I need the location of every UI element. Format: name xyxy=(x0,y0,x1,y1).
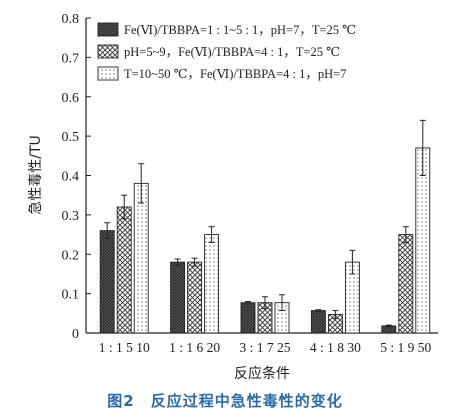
error-bar xyxy=(332,310,339,319)
x-tick-label: 1 : 1 6 20 xyxy=(169,340,220,355)
error-bar xyxy=(245,301,251,305)
y-tick-label: 0.7 xyxy=(62,51,80,66)
x-tick-label: 4 : 1 8 30 xyxy=(310,340,361,355)
bar xyxy=(240,302,256,334)
y-tick-label: 0 xyxy=(72,327,79,342)
y-tick-label: 0.1 xyxy=(62,288,80,303)
bar xyxy=(187,261,203,334)
error-bar xyxy=(315,309,322,312)
y-tick-label: 0.5 xyxy=(62,130,80,145)
error-bar xyxy=(121,194,128,220)
y-tick-label: 0.2 xyxy=(62,248,80,263)
error-bar xyxy=(349,249,356,275)
bar xyxy=(310,310,326,334)
legend-swatch xyxy=(97,22,119,37)
error-bar xyxy=(262,296,268,310)
error-bar xyxy=(138,163,145,204)
y-tick-label: 0.6 xyxy=(62,91,80,106)
y-tick-label: 0.8 xyxy=(62,12,80,27)
y-ticks: 0 0.1 0.2 0.3 0.4 0.5 0.6 0.7 0.8 xyxy=(62,12,91,342)
error-bar xyxy=(208,226,215,243)
error-bar xyxy=(419,119,426,176)
legend-swatch xyxy=(97,44,119,59)
legend: Fe(Ⅵ)/TBBPA=1 : 1~5 : 1，pH=7，T=25 ℃ pH=5~… xyxy=(97,22,356,81)
error-bar xyxy=(174,258,181,266)
y-axis-label: 急性毒性/TU xyxy=(28,135,44,215)
y-tick-label: 0.3 xyxy=(62,209,80,224)
bar xyxy=(133,182,149,334)
x-tick-label: 3 : 1 7 25 xyxy=(239,340,290,355)
legend-label: Fe(Ⅵ)/TBBPA=1 : 1~5 : 1，pH=7，T=25 ℃ xyxy=(124,23,356,37)
x-tick-label: 1 : 1 5 10 xyxy=(99,340,150,355)
error-bar xyxy=(104,222,111,239)
bar xyxy=(116,206,132,334)
legend-label: T=10~50 ℃，Fe(Ⅵ)/TBBPA=4 : 1，pH=7 xyxy=(124,67,346,81)
bar xyxy=(398,234,414,334)
y-tick-label: 0.4 xyxy=(62,170,80,185)
legend-swatch xyxy=(97,66,119,81)
x-tick-labels: 1 : 1 5 10 1 : 1 6 20 3 : 1 7 25 4 : 1 8 30… xyxy=(99,340,432,355)
chart: 00.10.20.30.40.50.60.70.8 1 : 1 5 10 1 : … xyxy=(28,12,438,382)
error-bar xyxy=(279,294,285,312)
figure-caption: 图2 反应过程中急性毒性的变化 xyxy=(107,392,343,410)
x-tick-label: 5 : 1 9 50 xyxy=(380,340,431,355)
bar xyxy=(99,230,115,334)
bars xyxy=(99,119,431,334)
x-axis-label: 反应条件 xyxy=(234,365,290,382)
bar xyxy=(170,261,186,334)
bar xyxy=(204,234,220,334)
error-bar xyxy=(385,324,392,328)
error-bar xyxy=(402,226,409,243)
legend-label: pH=5~9，Fe(Ⅵ)/TBBPA=4 : 1，T=25 ℃ xyxy=(124,45,340,59)
error-bar xyxy=(191,257,198,267)
